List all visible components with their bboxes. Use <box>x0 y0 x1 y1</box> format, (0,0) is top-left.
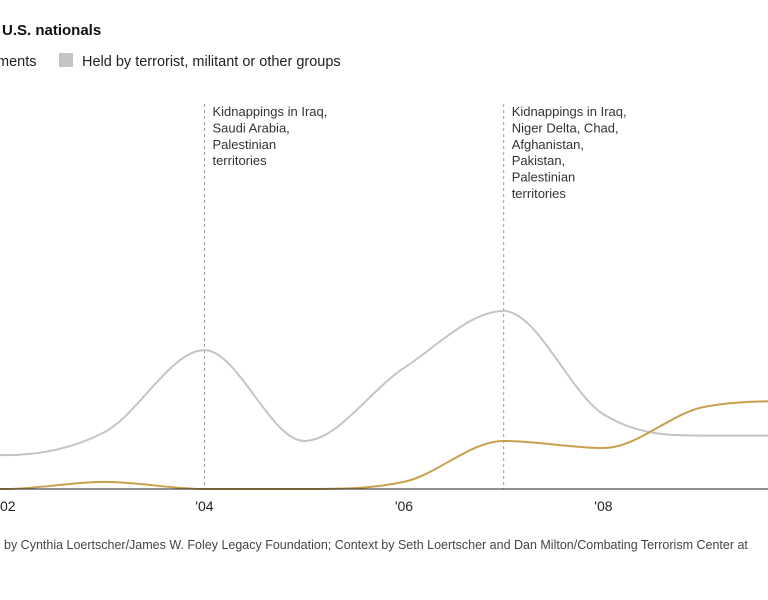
x-tick-label: '04 <box>195 498 213 514</box>
chart-title: U.S. nationals <box>2 22 101 39</box>
annotation-line-text: Palestinian <box>212 137 276 152</box>
annotation-line-text: Palestinian <box>512 170 576 185</box>
x-axis-ticks: 02 '04 '06 '08 <box>0 498 613 514</box>
legend-swatch-groups <box>59 53 73 67</box>
annotation-text-1: Kidnappings in Iraq, Niger Delta, Chad, Af… <box>512 104 627 201</box>
legend: ments Held by terrorist, militant or oth… <box>0 53 341 70</box>
annotation-line-text: Saudi Arabia, <box>212 120 289 135</box>
annotation-line-text: Kidnappings in Iraq, <box>512 104 627 119</box>
annotation-line-text: Niger Delta, Chad, <box>512 120 619 135</box>
annotation-line-text: Afghanistan, <box>512 137 584 152</box>
legend-label-government: ments <box>0 54 37 70</box>
series-layer <box>0 310 768 491</box>
x-tick-label: '08 <box>594 498 612 514</box>
annotation-line-text: territories <box>212 153 267 168</box>
series-line-government <box>0 400 768 491</box>
x-tick-label: '06 <box>395 498 413 514</box>
legend-label-groups: Held by terrorist, militant or other gro… <box>82 54 341 70</box>
annotation-text-0: Kidnappings in Iraq, Saudi Arabia, Palesti… <box>212 104 327 168</box>
annotations: Kidnappings in Iraq, Saudi Arabia, Palesti… <box>203 104 627 489</box>
annotation-line-text: Pakistan, <box>512 153 565 168</box>
annotation-line-text: Kidnappings in Iraq, <box>212 104 327 119</box>
x-tick-label: 02 <box>0 498 16 514</box>
annotation-line-text: territories <box>512 186 567 201</box>
series-line-groups <box>0 310 768 457</box>
source-note: by Cynthia Loertscher/James W. Foley Leg… <box>4 538 748 552</box>
